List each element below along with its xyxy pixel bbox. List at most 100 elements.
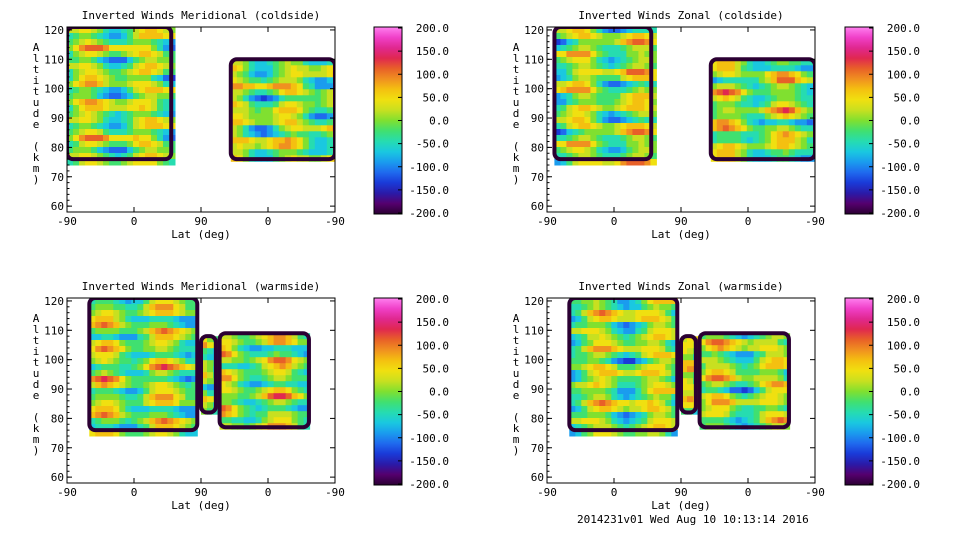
contour-cell <box>587 376 594 383</box>
contour-cell <box>665 358 672 365</box>
contour-cell <box>665 370 672 377</box>
contour-cell <box>665 406 672 413</box>
contour-cell <box>759 333 767 340</box>
contour-cell <box>236 149 244 156</box>
contour-cell <box>173 406 180 413</box>
contour-cell <box>759 369 767 376</box>
contour-cell <box>179 352 186 359</box>
contour-cell <box>728 125 736 132</box>
contour-cell <box>173 322 180 329</box>
contour-cell <box>681 354 688 361</box>
contour-cell <box>632 63 639 70</box>
contour-cell <box>285 333 293 340</box>
colorbar-tick-label: 50.0 <box>894 91 921 104</box>
contour-cell <box>248 113 256 120</box>
contour-cell <box>794 89 802 96</box>
contour-cell <box>97 99 104 106</box>
contour-cell <box>723 333 731 340</box>
colorbar-tick-label: 200.0 <box>416 22 449 35</box>
contour-cell <box>137 316 144 323</box>
contour-cell <box>131 328 138 335</box>
contour-cell <box>302 83 310 90</box>
contour-cell <box>95 430 102 437</box>
contour-cell <box>629 406 636 413</box>
contour-cell <box>752 131 760 138</box>
contour-cell <box>302 101 310 108</box>
contour-cell <box>131 316 138 323</box>
contour-cell <box>297 405 305 412</box>
contour-cell <box>157 33 164 40</box>
contour-cell <box>560 81 567 88</box>
contour-cell <box>261 375 269 382</box>
contour-cell <box>125 430 132 437</box>
contour-cell <box>783 399 791 406</box>
contour-cell <box>67 63 74 70</box>
contour-cell <box>653 316 660 323</box>
contour-cell <box>602 141 609 148</box>
contour-cell <box>266 107 274 114</box>
y-tick-label: 60 <box>51 471 64 484</box>
contour-cell <box>788 137 796 144</box>
contour-cell <box>575 418 582 425</box>
contour-cell <box>626 63 633 70</box>
contour-cell <box>145 75 152 82</box>
contour-cell <box>602 111 609 118</box>
contour-cell <box>710 83 718 90</box>
contour-cell <box>131 418 138 425</box>
contour-cell <box>758 59 766 66</box>
contour-cell <box>242 89 250 96</box>
contour-cell <box>605 412 612 419</box>
contour-cell <box>302 71 310 78</box>
contour-cell <box>85 57 92 64</box>
contour-cell <box>641 328 648 335</box>
contour-cell <box>273 333 281 340</box>
contour-cell <box>659 394 666 401</box>
contour-cell <box>800 119 808 126</box>
contour-cell <box>303 393 311 400</box>
contour-cell <box>620 159 627 166</box>
contour-cell <box>167 412 174 419</box>
contour-cell <box>665 418 672 425</box>
y-tick-label: 60 <box>531 200 544 213</box>
contour-cell <box>303 357 311 364</box>
contour-cell <box>605 298 612 305</box>
contour-cell <box>788 131 796 138</box>
contour-cell <box>266 83 274 90</box>
contour-cell <box>127 99 134 106</box>
contour-cell <box>632 45 639 52</box>
contour-cell <box>119 388 126 395</box>
contour-cell <box>97 45 104 52</box>
contour-cell <box>254 113 262 120</box>
contour-cell <box>602 153 609 160</box>
contour-cell <box>740 125 748 132</box>
y-tick-label: 70 <box>531 442 544 455</box>
contour-cell <box>741 393 749 400</box>
contour-cell <box>103 57 110 64</box>
contour-cell <box>735 357 743 364</box>
contour-cell <box>157 105 164 112</box>
contour-cell <box>581 430 588 437</box>
contour-cell <box>581 364 588 371</box>
contour-cell <box>572 39 579 46</box>
contour-cell <box>752 65 760 72</box>
contour-cell <box>243 333 251 340</box>
contour-cell <box>101 400 108 407</box>
contour-cell <box>681 384 688 391</box>
contour-cell <box>237 411 245 418</box>
contour-cell <box>161 430 168 437</box>
colorbar-tick-label: 150.0 <box>887 316 920 329</box>
contour-cell <box>605 418 612 425</box>
contour-cell <box>644 147 651 154</box>
contour-cell <box>91 147 98 154</box>
contour-cell <box>593 304 600 311</box>
contour-cell <box>638 129 645 136</box>
contour-cell <box>149 376 156 383</box>
contour-cell <box>575 352 582 359</box>
contour-cell <box>590 123 597 130</box>
contour-cell <box>623 322 630 329</box>
contour-cell <box>107 400 114 407</box>
contour-cell <box>560 129 567 136</box>
contour-cell <box>155 310 162 317</box>
contour-cell <box>163 57 170 64</box>
contour-cell <box>572 117 579 124</box>
